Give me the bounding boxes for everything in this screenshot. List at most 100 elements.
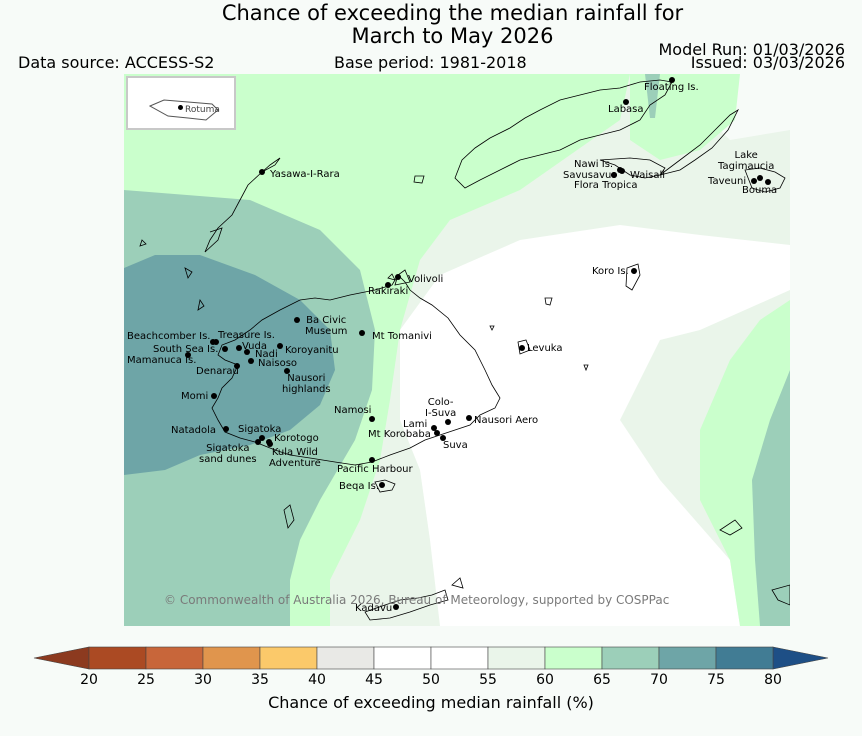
place-label-south-sea: South Sea Is. (153, 344, 219, 355)
place-dot-pacific-harbour (369, 457, 375, 463)
place-dot-taveuni (751, 178, 757, 184)
place-label-treasure: Treasure Is. (218, 330, 275, 341)
place-dot-floating-is (669, 77, 675, 83)
title-line-2: March to May 2026 (351, 24, 554, 48)
place-label-volivoli: Volivoli (408, 274, 444, 285)
data-source: Data source: ACCESS-S2 (18, 53, 215, 72)
place-dot-beqa (379, 482, 385, 488)
yasawa-coast (204, 171, 263, 253)
place-dot-suva (440, 435, 446, 441)
colorbar-tick-25: 25 (137, 672, 155, 688)
place-dot-kadavu (393, 604, 399, 610)
place-label-suva: Suva (443, 440, 468, 451)
place-label-flora: Flora Tropica (574, 180, 638, 191)
place-dot-yasawa (259, 169, 265, 175)
place-dot-momi (211, 393, 217, 399)
colorbar (33, 646, 829, 670)
map-title: Chance of exceeding the median rainfall … (0, 2, 862, 48)
colorbar-segment-40 (316, 646, 375, 670)
place-dot-levuka (519, 345, 525, 351)
place-label-labasa: Labasa (608, 104, 644, 115)
place-dot-mamanuca (185, 352, 191, 358)
place-label-colo-i-suva: Colo- I-Suva (425, 397, 457, 419)
place-label-lake-tagimaucia: Lake Tagimaucia (718, 150, 775, 172)
place-dot-kula (267, 441, 273, 447)
place-dot-denarau (234, 363, 240, 369)
place-label-taveuni: Taveuni (708, 176, 747, 187)
contour-70-75 (124, 255, 335, 475)
place-dot-bouma (765, 179, 771, 185)
place-dot-waisali (619, 168, 625, 174)
place-label-kadavu: Kadavu (355, 603, 393, 614)
beqa-coast (374, 479, 396, 493)
rotuma-label: Rotuma (185, 105, 220, 115)
colorbar-segment-75 (715, 646, 774, 670)
place-label-nausori-aero: Nausori Aero (474, 415, 539, 426)
place-label-ba-civic: Ba Civic Museum (305, 315, 348, 337)
colorbar-segment-25 (145, 646, 204, 670)
colorbar-tick-50: 50 (422, 672, 440, 688)
place-label-nawi: Nawi Is. (574, 159, 614, 170)
place-dot-namosi (369, 416, 375, 422)
place-label-mt-tomanivi: Mt Tomanivi (372, 331, 432, 342)
rotuma-inset: Rotuma (126, 76, 236, 130)
copyright-notice: © Commonwealth of Australia 2026, Bureau… (164, 593, 670, 607)
vanualevu-coast (454, 79, 673, 189)
place-label-sigatoka: Sigatoka (238, 424, 282, 435)
colorbar-segment-55 (487, 646, 546, 670)
colorbar-tick-35: 35 (251, 672, 269, 688)
colorbar-tick-55: 55 (479, 672, 497, 688)
place-dot-mt-korobaba (434, 430, 440, 436)
place-dot-sigatoka-dunes (255, 439, 261, 445)
place-label-lami: Lami (403, 419, 428, 430)
colorbar-segment-30 (202, 646, 261, 670)
place-label-rakiraki: Rakiraki (368, 286, 409, 297)
place-dot-lami (431, 425, 437, 431)
colorbar-segment-65 (601, 646, 660, 670)
place-label-denarau: Denarau (196, 366, 239, 377)
colorbar-tick-20: 20 (80, 672, 98, 688)
colorbar-tick-30: 30 (194, 672, 212, 688)
koro-coast (625, 263, 641, 291)
colorbar-tick-70: 70 (650, 672, 668, 688)
place-label-koroyanitu: Koroyanitu (285, 345, 339, 356)
place-label-naisoso: Naisoso (258, 358, 298, 369)
place-dot-naisoso (248, 358, 254, 364)
place-label-beqa: Beqa Is. (339, 481, 380, 492)
colorbar-label: Chance of exceeding median rainfall (%) (268, 693, 594, 712)
place-label-natadola: Natadola (171, 425, 217, 436)
place-dot-sigatoka (259, 435, 265, 441)
place-dot-colo-i-suva (445, 419, 451, 425)
place-dot-labasa (623, 99, 629, 105)
place-dot-vuda (236, 345, 242, 351)
place-dot-flora (611, 172, 617, 178)
kadavu-coast (364, 589, 449, 621)
colorbar-tick-65: 65 (593, 672, 611, 688)
place-dot-mt-tomanivi (359, 330, 365, 336)
place-label-nadi: Nadi (255, 349, 278, 360)
base-period: Base period: 1981-2018 (334, 53, 527, 72)
place-dot-nadi (244, 349, 250, 355)
place-dot-lake-tagimaucia (757, 175, 763, 181)
vitilevu-coast (211, 274, 501, 466)
place-label-beachcomber: Beachcomber Is. (127, 331, 211, 342)
colorbar-segment-60 (544, 646, 603, 670)
place-label-bouma: Bouma (742, 185, 778, 196)
place-label-savusavu: Savusavu (563, 170, 612, 181)
place-dot-nausori-aero (466, 415, 472, 421)
colorbar-tick-40: 40 (308, 672, 326, 688)
place-label-sigatoka-dunes: Sigatoka sand dunes (199, 443, 257, 465)
place-dot-koroyanitu (277, 343, 283, 349)
taveuni-coast (744, 167, 786, 193)
place-label-momi: Momi (181, 391, 209, 402)
colorbar-tick-75: 75 (707, 672, 725, 688)
place-dot-volivoli (395, 274, 401, 280)
place-dot-nausori-highlands (284, 368, 290, 374)
rotuma-outline (148, 99, 219, 121)
colorbar-segments (88, 646, 774, 670)
colorbar-tick-45: 45 (365, 672, 383, 688)
model-run: Model Run: 01/03/2026 (658, 40, 846, 59)
place-dot-south-sea (222, 346, 228, 352)
place-label-mamanuca: Mamanuca Is. (127, 355, 197, 366)
place-label-mt-korobaba: Mt Korobaba (368, 429, 431, 440)
